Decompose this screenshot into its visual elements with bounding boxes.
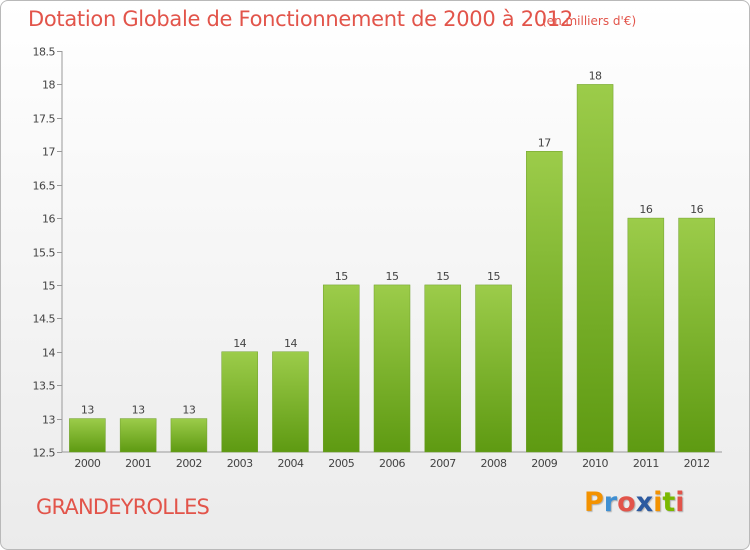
proxiti-logo: Proxiti bbox=[584, 487, 685, 518]
logo-letter: o bbox=[617, 487, 636, 518]
x-tick-label: 2005 bbox=[328, 457, 354, 470]
x-tick-label: 2011 bbox=[633, 457, 659, 470]
y-tick-label: 16 bbox=[42, 213, 55, 226]
x-tick-label: 2009 bbox=[531, 457, 557, 470]
x-tick-label: 2004 bbox=[277, 457, 303, 470]
y-tick-label: 12.5 bbox=[33, 447, 56, 460]
logo-letter: i bbox=[675, 487, 685, 518]
data-label: 13 bbox=[81, 404, 94, 417]
commune-name: GRANDEYROLLES bbox=[36, 495, 210, 519]
logo-letter: x bbox=[635, 487, 654, 518]
logo-letter: i bbox=[653, 487, 663, 518]
data-label: 16 bbox=[690, 203, 703, 216]
data-label: 15 bbox=[386, 270, 399, 283]
y-tick-label: 17 bbox=[42, 146, 55, 159]
x-tick-label: 2010 bbox=[582, 457, 608, 470]
data-label: 15 bbox=[335, 270, 348, 283]
y-tick-label: 14 bbox=[42, 347, 55, 360]
chart-units: (en milliers d'€) bbox=[542, 14, 637, 28]
y-tick-label: 14.5 bbox=[33, 313, 56, 326]
data-label: 14 bbox=[233, 337, 246, 350]
y-tick-label: 18.5 bbox=[33, 46, 56, 59]
bar bbox=[475, 284, 512, 453]
x-tick-label: 2003 bbox=[227, 457, 253, 470]
x-tick-label: 2012 bbox=[684, 457, 710, 470]
bar bbox=[424, 284, 462, 453]
bar bbox=[119, 418, 157, 453]
data-label: 16 bbox=[639, 203, 652, 216]
bar bbox=[576, 84, 614, 453]
logo-letter: t bbox=[662, 487, 676, 518]
x-tick-label: 2008 bbox=[481, 457, 507, 470]
data-label: 17 bbox=[538, 136, 551, 149]
y-tick-label: 13 bbox=[42, 414, 55, 427]
y-tick-label: 15.5 bbox=[33, 247, 56, 260]
x-tick-label: 2007 bbox=[430, 457, 456, 470]
bar bbox=[69, 418, 106, 453]
data-label: 13 bbox=[132, 404, 145, 417]
logo-letter: r bbox=[603, 487, 618, 518]
y-tick-label: 17.5 bbox=[33, 113, 56, 126]
bar bbox=[373, 284, 411, 453]
x-tick-label: 2001 bbox=[125, 457, 151, 470]
data-label: 13 bbox=[182, 404, 195, 417]
bar bbox=[170, 418, 208, 453]
bar bbox=[272, 351, 309, 453]
data-label: 15 bbox=[487, 270, 500, 283]
bar bbox=[678, 217, 715, 453]
x-tick-label: 2006 bbox=[379, 457, 405, 470]
y-tick-label: 18 bbox=[42, 79, 55, 92]
y-tick-label: 16.5 bbox=[33, 180, 56, 193]
data-label: 18 bbox=[589, 69, 602, 82]
data-label: 15 bbox=[436, 270, 449, 283]
bar bbox=[221, 351, 258, 453]
x-tick-label: 2002 bbox=[176, 457, 202, 470]
y-tick-label: 13.5 bbox=[33, 380, 56, 393]
bar bbox=[627, 217, 665, 453]
logo-letter: P bbox=[584, 487, 604, 518]
data-label: 14 bbox=[284, 337, 297, 350]
y-tick-label: 15 bbox=[42, 280, 55, 293]
chart-title: Dotation Globale de Fonctionnement de 20… bbox=[28, 7, 573, 31]
bar bbox=[526, 151, 563, 453]
bar bbox=[322, 284, 360, 453]
x-tick-label: 2000 bbox=[74, 457, 100, 470]
